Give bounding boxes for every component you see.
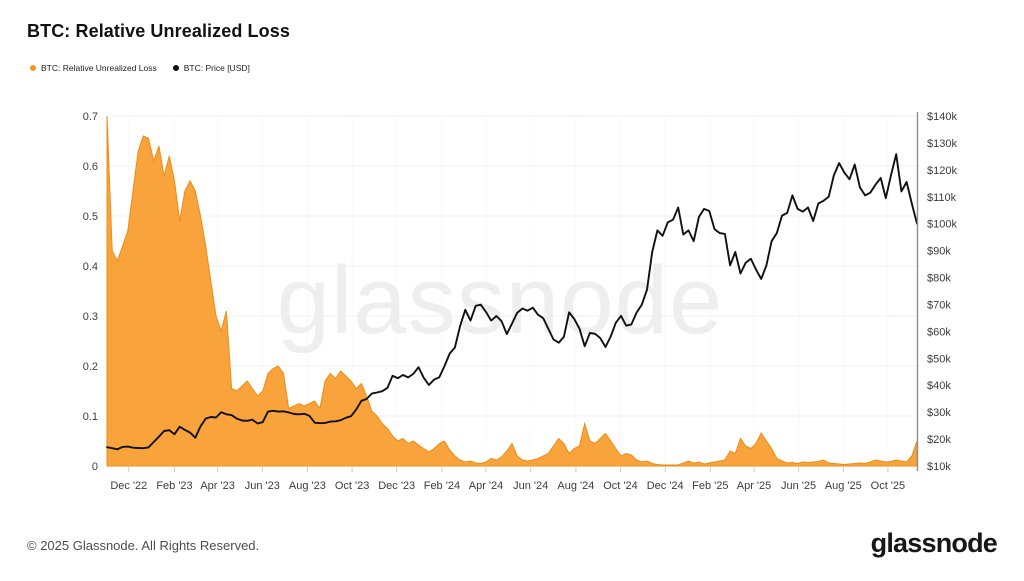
- x-tick-label: Dec '23: [378, 480, 415, 492]
- left-axis-tick-label: 0.5: [83, 211, 98, 223]
- x-tick-label: Jun '24: [513, 480, 548, 492]
- legend: BTC: Relative Unrealized Loss BTC: Price…: [30, 63, 250, 73]
- right-axis-tick-label: $140k: [927, 111, 957, 123]
- left-axis-tick-label: 0.2: [83, 361, 98, 373]
- left-axis-tick-label: 0.7: [83, 111, 98, 123]
- right-axis-tick-label: $20k: [927, 434, 951, 446]
- left-axis-tick-label: 0: [92, 461, 98, 473]
- right-axis-tick-label: $30k: [927, 407, 951, 419]
- legend-dot-price-icon: [172, 65, 179, 71]
- glassnode-logo: glassnode: [870, 528, 998, 558]
- x-tick-label: Feb '25: [692, 480, 728, 492]
- x-tick-label: Oct '25: [871, 480, 906, 492]
- right-axis-tick-label: $130k: [927, 138, 957, 150]
- legend-item-rul: BTC: Relative Unrealized Loss: [30, 63, 157, 73]
- x-tick-label: Apr '24: [469, 480, 504, 492]
- x-tick-label: Jun '23: [245, 480, 280, 492]
- x-tick-label: Apr '23: [200, 480, 235, 492]
- x-tick-label: Feb '23: [156, 480, 192, 492]
- legend-item-price: BTC: Price [USD]: [172, 63, 250, 73]
- x-tick-label: Oct '24: [603, 480, 638, 492]
- legend-label-rul: BTC: Relative Unrealized Loss: [41, 63, 157, 73]
- left-axis-tick-label: 0.3: [83, 311, 98, 323]
- x-tick-label: Aug '25: [825, 480, 862, 492]
- right-axis-tick-label: $110k: [927, 192, 957, 204]
- x-tick-label: Aug '24: [557, 480, 594, 492]
- x-tick-label: Dec '24: [647, 480, 684, 492]
- right-axis-tick-label: $70k: [927, 299, 951, 311]
- right-axis-tick-label: $60k: [927, 326, 951, 338]
- x-tick-label: Apr '25: [737, 480, 772, 492]
- footer-copyright: © 2025 Glassnode. All Rights Reserved.: [27, 538, 260, 553]
- right-axis-tick-label: $80k: [927, 273, 951, 285]
- price-line-series: [106, 153, 918, 451]
- right-axis-tick-label: $100k: [927, 219, 957, 231]
- x-tick-label: Dec '22: [110, 480, 147, 492]
- left-axis-tick-label: 0.1: [83, 411, 98, 423]
- left-axis-tick-label: 0.6: [83, 161, 98, 173]
- legend-label-price: BTC: Price [USD]: [183, 63, 250, 73]
- x-tick-label: Aug '23: [289, 480, 326, 492]
- right-axis-tick-label: $90k: [927, 246, 951, 258]
- right-axis-tick-label: $120k: [927, 165, 957, 177]
- x-tick-label: Feb '24: [424, 480, 460, 492]
- chart-title: BTC: Relative Unrealized Loss: [27, 21, 290, 41]
- x-tick-label: Jun '25: [781, 480, 816, 492]
- right-axis-tick-label: $40k: [927, 380, 951, 392]
- right-axis-tick-label: $10k: [927, 461, 951, 473]
- left-axis-tick-label: 0.4: [83, 261, 98, 273]
- glassnode-watermark: glassnode: [277, 247, 724, 354]
- right-axis-tick-label: $50k: [927, 353, 951, 365]
- legend-dot-rul-icon: [30, 65, 36, 71]
- x-tick-label: Oct '23: [335, 480, 370, 492]
